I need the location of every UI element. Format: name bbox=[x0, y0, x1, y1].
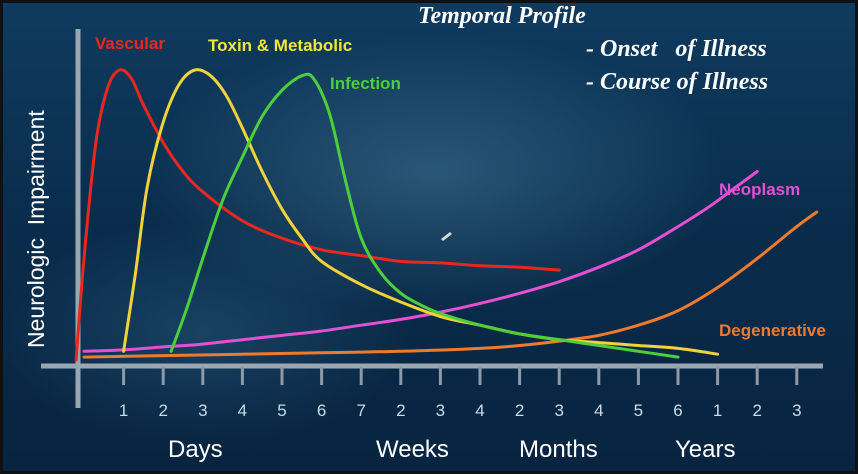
x-tick-label: 3 bbox=[792, 401, 801, 420]
series-line-vascular bbox=[74, 68, 561, 362]
x-tick-label: 3 bbox=[554, 401, 563, 420]
x-unit-weeks: Weeks bbox=[376, 436, 449, 463]
series-label-infection: Infection bbox=[330, 74, 401, 93]
x-tick-label: 6 bbox=[317, 401, 326, 420]
x-tick-label: 7 bbox=[356, 401, 365, 420]
x-tick-label: 2 bbox=[158, 401, 167, 420]
series-label-toxin-metabolic: Toxin & Metabolic bbox=[208, 36, 352, 55]
series-label-neoplasm: Neoplasm bbox=[719, 180, 800, 199]
x-tick-label: 1 bbox=[119, 401, 128, 420]
pen-cursor-icon bbox=[441, 232, 452, 241]
series-line-degenerative bbox=[82, 210, 819, 359]
y-axis-label: Neurologic Impairment bbox=[23, 110, 49, 348]
x-tick-label: 3 bbox=[198, 401, 207, 420]
series-label-vascular: Vascular bbox=[95, 34, 165, 53]
temporal-profile-chart: 1 2 3 4 5 6 7 2 3 4 2 3 4 5 6 1 2 3 Temporal Profile - On… bbox=[23, 3, 826, 463]
chart-subtitle-course: - Course of Illness bbox=[586, 69, 768, 95]
series-line-infection bbox=[169, 72, 680, 359]
x-tick-label: 4 bbox=[594, 401, 603, 420]
x-tick-label: 3 bbox=[436, 401, 445, 420]
chart-title: Temporal Profile bbox=[418, 3, 586, 29]
x-tick-label: 2 bbox=[752, 401, 761, 420]
x-tick-label: 5 bbox=[277, 401, 286, 420]
x-tick-label: 5 bbox=[634, 401, 643, 420]
chart-subtitle-onset: - Onset of Illness bbox=[586, 36, 767, 62]
series-label-degenerative: Degenerative bbox=[719, 321, 826, 340]
x-axis-ticks: 1 2 3 4 5 6 7 2 3 4 2 3 4 5 6 1 2 3 bbox=[119, 367, 802, 420]
x-tick-label: 2 bbox=[515, 401, 524, 420]
x-tick-label: 4 bbox=[475, 401, 484, 420]
x-unit-months: Months bbox=[519, 436, 598, 463]
x-unit-years: Years bbox=[675, 436, 736, 463]
series-line-toxin-metabolic bbox=[122, 68, 720, 356]
x-unit-days: Days bbox=[168, 436, 223, 463]
x-tick-label: 6 bbox=[673, 401, 682, 420]
x-tick-label: 4 bbox=[238, 401, 247, 420]
x-tick-label: 2 bbox=[396, 401, 405, 420]
x-tick-label: 1 bbox=[713, 401, 722, 420]
series-curves bbox=[74, 68, 819, 362]
